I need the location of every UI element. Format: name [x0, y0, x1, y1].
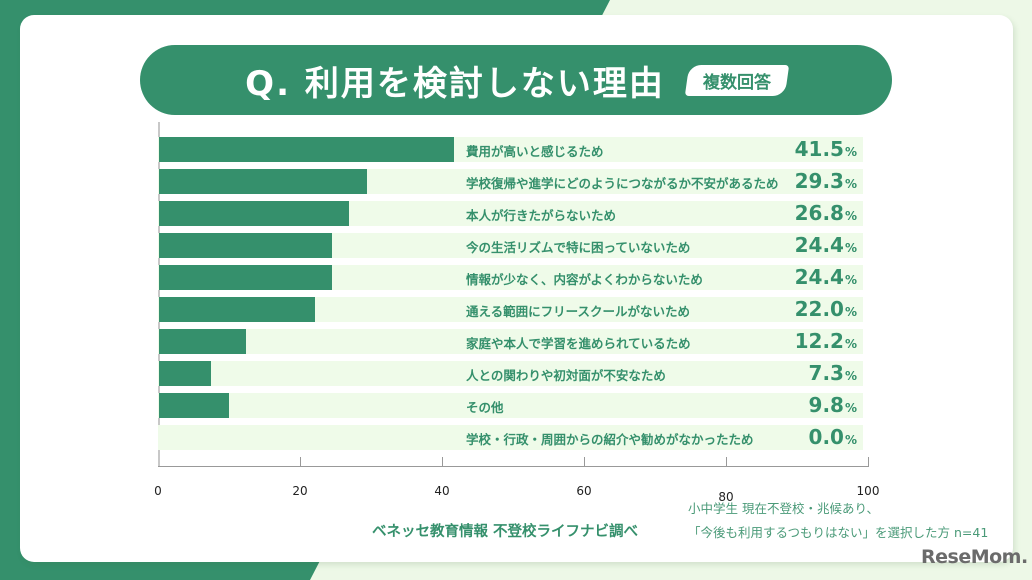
value-number: 22.0 [794, 297, 844, 321]
x-tick-label: 60 [576, 484, 592, 498]
row-value: 41.5% [795, 137, 857, 161]
badge-label: 複数回答 [702, 72, 771, 93]
chart-row: 今の生活リズムで特に困っていないため 24.4% [158, 233, 863, 258]
chart-row: 情報が少なく、内容がよくわからないため 24.4% [158, 265, 863, 290]
sample-note-line2: 「今後も利用するつもりはない」を選択した方 n=41 [688, 525, 989, 540]
value-unit: % [844, 273, 857, 287]
row-label: その他 [466, 400, 504, 415]
bar [159, 393, 229, 418]
bar-chart-plot: 費用が高いと感じるため 41.5% 学校復帰や進学にどのようにつながるか不安があるた… [154, 122, 879, 504]
row-label: 情報が少なく、内容がよくわからないため [466, 272, 703, 287]
x-tick [442, 457, 443, 467]
sample-note: 小中学生 現在不登校・兆候あり、 「今後も利用するつもりはない」を選択した方 n… [688, 497, 988, 545]
value-number: 24.4 [794, 265, 844, 289]
row-value: 7.3% [809, 361, 857, 385]
bar [159, 137, 454, 162]
chart-row: 学校・行政・周囲からの紹介や勧めがなかったため 0.0% [158, 425, 863, 450]
x-tick-label: 40 [434, 484, 450, 498]
row-value: 26.8% [795, 201, 857, 225]
value-unit: % [844, 145, 857, 159]
x-tick-label: 100 [856, 484, 880, 498]
value-number: 7.3 [808, 361, 844, 385]
x-axis-line [158, 466, 868, 467]
row-value: 24.4% [795, 233, 857, 257]
row-label: 本人が行きたがらないため [466, 208, 617, 223]
value-unit: % [844, 209, 857, 223]
x-tick-label: 80 [718, 490, 734, 504]
value-unit: % [844, 337, 857, 351]
row-background [158, 329, 863, 354]
value-unit: % [844, 177, 857, 191]
x-tick [868, 457, 869, 467]
x-tick [726, 457, 727, 467]
bar [159, 201, 350, 226]
value-unit: % [844, 305, 857, 319]
row-value: 29.3% [795, 169, 857, 193]
chart-row: 人との関わりや初対面が不安なため 7.3% [158, 361, 863, 386]
value-number: 9.8 [808, 393, 844, 417]
row-background [158, 361, 863, 386]
value-number: 24.4 [794, 233, 844, 257]
bar [159, 265, 333, 290]
row-label: 人との関わりや初対面が不安なため [466, 368, 666, 383]
bar [159, 169, 368, 194]
row-value: 0.0% [809, 425, 857, 449]
chart-row: 学校復帰や進学にどのようにつながるか不安があるため 29.3% [158, 169, 863, 194]
chart-row: 通える範囲にフリースクールがないため 22.0% [158, 297, 863, 322]
row-background [158, 393, 863, 418]
x-tick-label: 20 [292, 484, 308, 498]
bar [159, 297, 316, 322]
chart-title: Q. 利用を検討しない理由 [245, 63, 665, 104]
value-number: 29.3 [794, 169, 844, 193]
row-label: 通える範囲にフリースクールがないため [466, 304, 691, 319]
row-label: 学校・行政・周囲からの紹介や勧めがなかったため [466, 432, 754, 447]
chart-row: 本人が行きたがらないため 26.8% [158, 201, 863, 226]
value-unit: % [844, 433, 857, 447]
value-number: 26.8 [794, 201, 844, 225]
bar [159, 233, 333, 258]
x-tick [300, 457, 301, 467]
x-tick-label: 0 [154, 484, 162, 498]
resemom-logo: ReseMom. [921, 546, 1028, 568]
title-bar: Q. 利用を検討しない理由 複数回答 [140, 45, 892, 115]
value-unit: % [844, 241, 857, 255]
bar [159, 329, 246, 354]
row-value: 24.4% [795, 265, 857, 289]
row-value: 9.8% [809, 393, 857, 417]
sample-note-line1: 小中学生 現在不登校・兆候あり、 [688, 501, 879, 516]
row-label: 今の生活リズムで特に困っていないため [466, 240, 691, 255]
row-label: 家庭や本人で学習を進められているため [466, 336, 691, 351]
x-tick [584, 457, 585, 467]
row-background [158, 425, 863, 450]
chart-row: 家庭や本人で学習を進められているため 12.2% [158, 329, 863, 354]
source-credit: ベネッセ教育情報 不登校ライフナビ調べ [372, 524, 639, 540]
bar [159, 361, 211, 386]
row-value: 22.0% [795, 297, 857, 321]
chart-row: 費用が高いと感じるため 41.5% [158, 137, 863, 162]
value-number: 41.5 [794, 137, 844, 161]
chart-row: その他 9.8% [158, 393, 863, 418]
y-axis-line [158, 122, 160, 467]
value-unit: % [844, 401, 857, 415]
multiple-answer-badge: 複数回答 [684, 64, 790, 96]
row-label: 費用が高いと感じるため [466, 144, 604, 159]
value-number: 12.2 [794, 329, 844, 353]
row-label: 学校復帰や進学にどのようにつながるか不安があるため [466, 176, 779, 191]
value-unit: % [844, 369, 857, 383]
value-number: 0.0 [808, 425, 844, 449]
row-value: 12.2% [795, 329, 857, 353]
